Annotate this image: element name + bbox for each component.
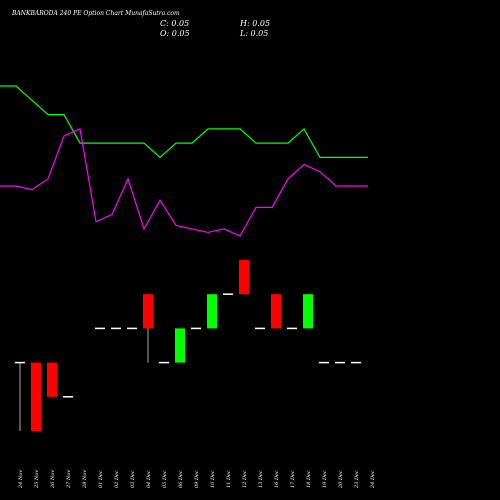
x-tick-label: 26 Nov (50, 470, 56, 489)
x-tick-label: 24 Nov (18, 470, 24, 489)
x-tick-label: 11 Dec (226, 470, 232, 488)
candle-doji (287, 327, 297, 330)
x-tick-label: 16 Dec (274, 470, 280, 488)
low-readout: L: 0.05 (240, 29, 269, 38)
candle-body (31, 362, 41, 431)
candle-doji (111, 327, 121, 330)
candle-doji (191, 327, 201, 330)
candle-body (175, 328, 185, 363)
x-tick-label: 04 Dec (146, 470, 152, 488)
x-tick-label: 24 Dec (370, 470, 376, 489)
candle-doji (351, 361, 361, 364)
candle-body (207, 294, 217, 329)
x-tick-label: 12 Dec (242, 470, 248, 488)
x-tick-label: 05 Dec (162, 470, 168, 488)
x-tick-label: 17 Dec (290, 470, 296, 488)
candle-doji (319, 361, 329, 364)
candle-body (143, 294, 153, 329)
candle-doji (15, 361, 25, 364)
x-tick-label: 20 Dec (338, 470, 344, 489)
x-tick-label: 25 Nov (34, 470, 40, 489)
close-readout: C: 0.05 (160, 19, 190, 28)
chart-title: BANKBARODA 240 PE Option Chart MunafaSut… (12, 10, 180, 17)
candle-doji (95, 327, 105, 330)
candle-doji (63, 396, 73, 398)
candle-doji (223, 293, 233, 295)
candle-body (303, 294, 313, 329)
x-tick-label: 06 Dec (178, 470, 184, 488)
high-readout: H: 0.05 (240, 19, 271, 28)
candle-doji (159, 361, 169, 364)
candle-doji (335, 361, 345, 364)
x-tick-label: 10 Dec (210, 470, 216, 488)
x-tick-label: 19 Dec (322, 470, 328, 488)
x-tick-label: 18 Dec (306, 470, 312, 488)
series-line-1 (0, 128, 368, 237)
candle-body (47, 362, 57, 397)
candle-doji (127, 327, 137, 330)
candle-body (271, 294, 281, 329)
x-tick-label: 13 Dec (258, 470, 264, 488)
open-readout: O: 0.05 (160, 29, 190, 38)
x-tick-label: 09 Dec (194, 470, 200, 488)
x-tick-label: 23 Dec (354, 470, 360, 489)
candle-doji (255, 327, 265, 330)
x-tick-label: 02 Dec (114, 470, 120, 488)
candle-body (239, 260, 249, 295)
x-tick-label: 03 Dec (130, 470, 136, 488)
x-tick-label: 01 Dec (98, 470, 104, 488)
x-tick-label: 28 Nov (82, 470, 88, 489)
series-line-0 (0, 85, 368, 159)
x-tick-label: 27 Nov (66, 470, 72, 489)
